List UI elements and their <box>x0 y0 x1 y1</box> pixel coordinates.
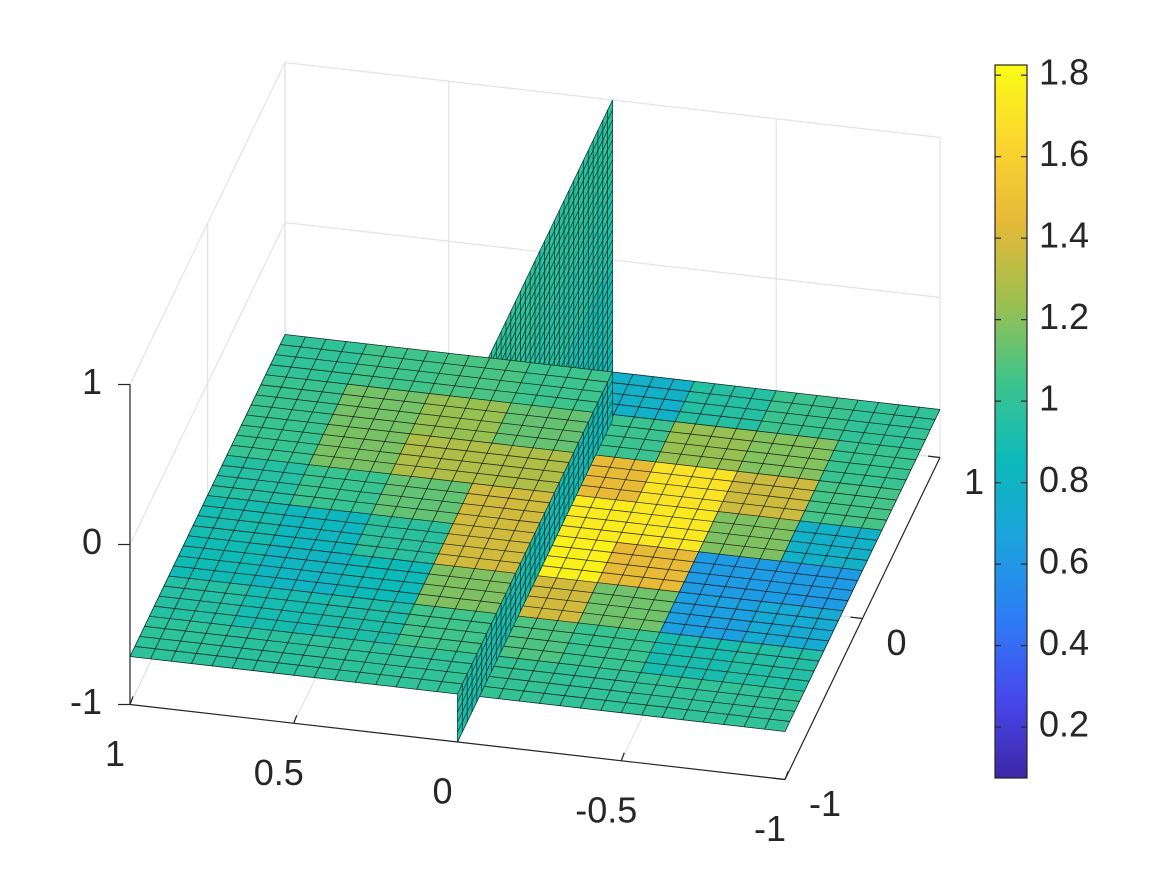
mesh-line <box>520 562 849 602</box>
colorbar-tick-label: 0.2 <box>1039 704 1089 745</box>
colorbar-tick-label: 0.6 <box>1039 541 1089 582</box>
mesh-line <box>505 592 834 632</box>
mesh-line <box>334 357 491 681</box>
mesh-line <box>573 452 902 491</box>
mesh-line <box>544 512 873 551</box>
colorbar-tick-label: 1.6 <box>1039 133 1089 174</box>
y-tick-label: -1 <box>809 783 841 824</box>
mesh-line <box>375 362 531 685</box>
y-tick <box>772 777 786 781</box>
colorbar-tick-label: 1 <box>1039 378 1059 419</box>
x-tick <box>784 771 789 780</box>
mesh-line <box>260 384 589 423</box>
mesh-line <box>251 404 579 443</box>
y-tick-label: 1 <box>964 461 984 502</box>
mesh-line <box>272 350 429 674</box>
mesh-line <box>270 364 599 403</box>
mesh-line <box>313 355 470 678</box>
mesh-line <box>578 442 907 481</box>
mesh-line <box>191 341 347 664</box>
mesh-line <box>593 411 921 451</box>
x-tick-label: -0.5 <box>575 789 637 830</box>
grid-line <box>129 222 286 545</box>
mesh-line <box>170 339 327 662</box>
colorbar-tick-label: 1.8 <box>1039 52 1089 93</box>
mesh-line <box>293 353 450 676</box>
mesh-line <box>354 360 511 683</box>
mesh-line <box>395 364 552 688</box>
mesh-line <box>211 343 368 667</box>
mesh-line <box>284 334 613 373</box>
mesh-line <box>607 381 936 420</box>
mesh-line <box>525 552 853 592</box>
z-tick-label: 1 <box>82 361 102 402</box>
mesh-line <box>612 371 941 410</box>
mesh-line <box>597 401 926 441</box>
mesh-line <box>252 348 409 671</box>
x-tick-label: 1 <box>105 733 125 774</box>
mesh-line <box>150 336 306 660</box>
mesh-line <box>280 344 608 383</box>
mesh-line <box>501 603 829 642</box>
mesh-line <box>515 572 844 612</box>
mesh-line <box>559 482 887 521</box>
mesh-line <box>564 472 892 511</box>
grid-line <box>129 62 286 385</box>
mesh-line <box>534 532 863 571</box>
mesh-line <box>530 542 858 581</box>
z-tick-label: 0 <box>82 521 102 562</box>
colorbar <box>994 64 1028 779</box>
mesh-line <box>510 582 839 622</box>
z-tick-label: -1 <box>70 681 102 722</box>
x-tick <box>293 715 298 724</box>
mesh-line <box>129 334 286 657</box>
y-tick <box>850 616 863 620</box>
mesh-line <box>416 367 572 690</box>
colorbar-tick-label: 1.4 <box>1039 215 1089 256</box>
mesh-line <box>496 613 824 652</box>
mesh-line <box>539 522 868 561</box>
x-tick-label: 0.5 <box>254 752 304 793</box>
mesh-line <box>588 421 916 461</box>
mesh-line <box>231 346 388 669</box>
colorbar-tick-label: 1.2 <box>1039 296 1089 337</box>
mesh-line <box>275 354 603 393</box>
mesh-line <box>436 369 593 692</box>
mesh-line <box>265 374 594 413</box>
x-tick-label: -1 <box>754 808 786 849</box>
colorbar-tick-label: 0.4 <box>1039 622 1089 663</box>
x-tick-label: 0 <box>432 771 452 812</box>
colorbar-tick-label: 0.8 <box>1039 459 1089 500</box>
mesh-line <box>602 391 931 431</box>
y-tick <box>927 455 941 459</box>
mesh-line <box>568 462 897 501</box>
mesh-line <box>255 394 584 433</box>
y-tick-label: 0 <box>887 622 907 663</box>
x-tick <box>129 696 134 705</box>
mesh-line <box>554 492 882 531</box>
x-tick <box>620 752 625 761</box>
mesh-line <box>549 502 878 541</box>
mesh-line <box>246 414 574 453</box>
mesh-line <box>583 431 911 471</box>
